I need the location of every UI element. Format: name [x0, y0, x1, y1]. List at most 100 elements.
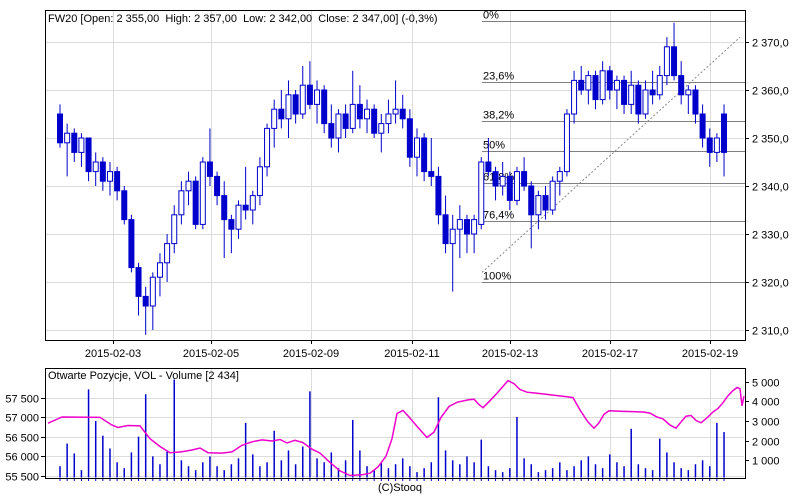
candle: [442, 195, 449, 254]
candle: [378, 114, 385, 153]
volume-bars: [59, 379, 725, 478]
candle: [185, 171, 192, 206]
candle: [699, 104, 706, 148]
svg-text:5 000: 5 000: [752, 378, 780, 390]
svg-text:2015-02-17: 2015-02-17: [582, 348, 638, 360]
svg-text:23,6%: 23,6%: [483, 71, 514, 83]
candle: [485, 138, 492, 177]
candle: [435, 166, 442, 225]
candle: [449, 214, 456, 292]
svg-text:55 500: 55 500: [5, 472, 39, 484]
svg-text:61,8%: 61,8%: [483, 172, 514, 184]
svg-text:56 000: 56 000: [5, 452, 39, 464]
main-chart-legend: FW20 [Open: 2 355,00 High: 2 357,00 Low:…: [48, 13, 438, 25]
candle: [85, 137, 92, 182]
candle: [221, 181, 228, 258]
candle: [371, 104, 378, 138]
candle: [278, 90, 285, 129]
candle: [656, 66, 663, 100]
svg-text:1 000: 1 000: [752, 456, 780, 468]
candle: [542, 186, 549, 220]
candle: [171, 205, 178, 254]
svg-text:50%: 50%: [483, 140, 505, 152]
candle: [242, 166, 249, 220]
copyright-label: (C)Stooq: [377, 482, 423, 494]
svg-text:2015-02-03: 2015-02-03: [85, 348, 141, 360]
candle: [299, 66, 306, 119]
candle: [78, 133, 85, 167]
candle: [92, 152, 99, 186]
candle: [414, 128, 420, 177]
svg-text:3 000: 3 000: [752, 417, 780, 429]
candle: [199, 157, 206, 230]
svg-text:2015-02-13: 2015-02-13: [482, 348, 538, 360]
candle: [114, 166, 121, 201]
price-axis: 2 370,0 2 360,0 2 350,0 2 340,0 2 330,0 2 320…: [745, 38, 789, 338]
candle: [335, 109, 342, 153]
candle: [499, 162, 506, 196]
candle: [721, 104, 728, 177]
candle: [399, 94, 406, 129]
candle: [321, 85, 328, 134]
candle: [578, 66, 585, 95]
svg-text:2015-02-19: 2015-02-19: [682, 348, 738, 360]
open-interest-line: [47, 379, 745, 477]
svg-text:2015-02-09: 2015-02-09: [283, 348, 339, 360]
svg-text:76,4%: 76,4%: [483, 210, 514, 222]
candle: [421, 133, 428, 182]
candle: [235, 200, 242, 239]
candle: [613, 75, 620, 110]
svg-text:2 000: 2 000: [752, 437, 780, 449]
svg-text:100%: 100%: [483, 271, 511, 283]
candle: [206, 128, 213, 186]
svg-text:57 000: 57 000: [5, 413, 39, 425]
candle: [285, 80, 292, 138]
candle: [599, 61, 606, 105]
volume-axis: 5 000 4 000 3 000 2 000 1 000: [745, 378, 780, 468]
candle: [706, 128, 713, 167]
minor-ticks: [59, 479, 725, 481]
candle: [549, 176, 556, 215]
candle: [271, 99, 278, 148]
candle: [678, 61, 685, 105]
candle: [642, 80, 649, 119]
candle: [685, 85, 692, 114]
volume-panel-legend: Otwarte Pozycje, VOL - Volume [2 434]: [48, 370, 239, 382]
candle: [692, 85, 699, 124]
candle: [606, 66, 613, 100]
candle: [106, 162, 113, 196]
candle: [349, 70, 356, 134]
svg-text:2015-02-05: 2015-02-05: [183, 348, 239, 360]
candle: [328, 104, 335, 148]
svg-text:56 500: 56 500: [5, 433, 39, 445]
svg-text:38,2%: 38,2%: [483, 110, 514, 122]
candle: [463, 214, 470, 254]
svg-text:0%: 0%: [483, 10, 499, 22]
candle: [178, 181, 185, 225]
candle: [406, 109, 413, 167]
open-interest-axis: 57 500 57 000 56 500 56 000 55 500: [5, 394, 45, 484]
candle: [513, 166, 520, 206]
candle: [392, 80, 399, 124]
candle: [356, 85, 363, 129]
svg-text:2 320,0: 2 320,0: [752, 278, 789, 290]
svg-text:2 340,0: 2 340,0: [752, 182, 789, 194]
candle: [135, 262, 142, 316]
candle: [635, 80, 642, 124]
candle: [628, 70, 635, 114]
candle: [292, 90, 299, 124]
candle: [621, 75, 628, 114]
candle: [164, 234, 171, 282]
candle: [64, 123, 71, 177]
svg-text:2015-02-11: 2015-02-11: [384, 348, 439, 360]
candle: [142, 286, 149, 335]
candle: [506, 171, 513, 210]
candle: [306, 61, 313, 110]
candle: [256, 157, 263, 206]
candle: [314, 80, 321, 124]
candle: [149, 272, 156, 330]
candle: [492, 166, 499, 201]
candle: [342, 104, 349, 138]
candle: [364, 99, 371, 134]
